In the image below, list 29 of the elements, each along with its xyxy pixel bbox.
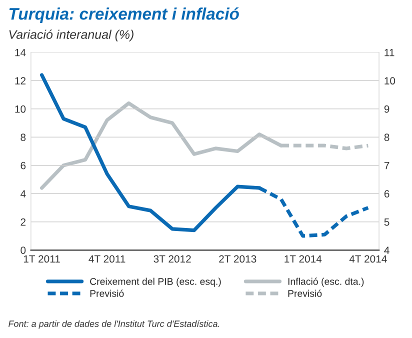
x-tick-label: 1T 2014: [284, 255, 322, 263]
text: Font: a partir de dades de l'Institut Turc d'Estadística.: [8, 320, 220, 329]
y-tick-label: 14: [15, 49, 26, 56]
x-tick-label: 4T 2011: [88, 255, 126, 263]
x-tick-label: 4T 2014: [349, 255, 387, 263]
legend-label: Inflació (esc. dta.): [288, 278, 364, 287]
y2-tick-label: 9: [384, 105, 390, 113]
y-tick-label: 6: [20, 162, 26, 170]
legend-label: Previsió: [288, 290, 322, 297]
x-tick-label: 2T 2013: [219, 255, 256, 263]
y2-tick-label: 8: [384, 134, 390, 142]
chart-subtitle: Variació interanual (%): [9, 30, 134, 42]
y-tick-label: 12: [15, 77, 26, 84]
y-tick-label: 10: [15, 105, 26, 113]
x-tick-label: 1T 2011: [24, 255, 60, 263]
legend-label: Previsió: [90, 290, 124, 297]
legend-label: Creixement del PIB (esc. esq.): [90, 278, 221, 287]
y-tick-label: 0: [20, 246, 26, 254]
y-tick-label: 8: [20, 134, 26, 142]
y2-tick-label: 4: [384, 246, 390, 254]
y2-tick-label: 5: [384, 218, 390, 226]
y2-tick-label: 7: [384, 162, 390, 170]
x-tick-label: 3T 2012: [154, 255, 191, 263]
y2-tick-label: 10: [384, 77, 396, 85]
y2-tick-label: 6: [384, 190, 390, 198]
y-tick-label: 2: [20, 218, 26, 226]
chart-title: Turquia: creixement i inflació: [9, 7, 239, 24]
y2-tick-label: 11: [384, 49, 394, 56]
y-tick-label: 4: [20, 190, 26, 198]
